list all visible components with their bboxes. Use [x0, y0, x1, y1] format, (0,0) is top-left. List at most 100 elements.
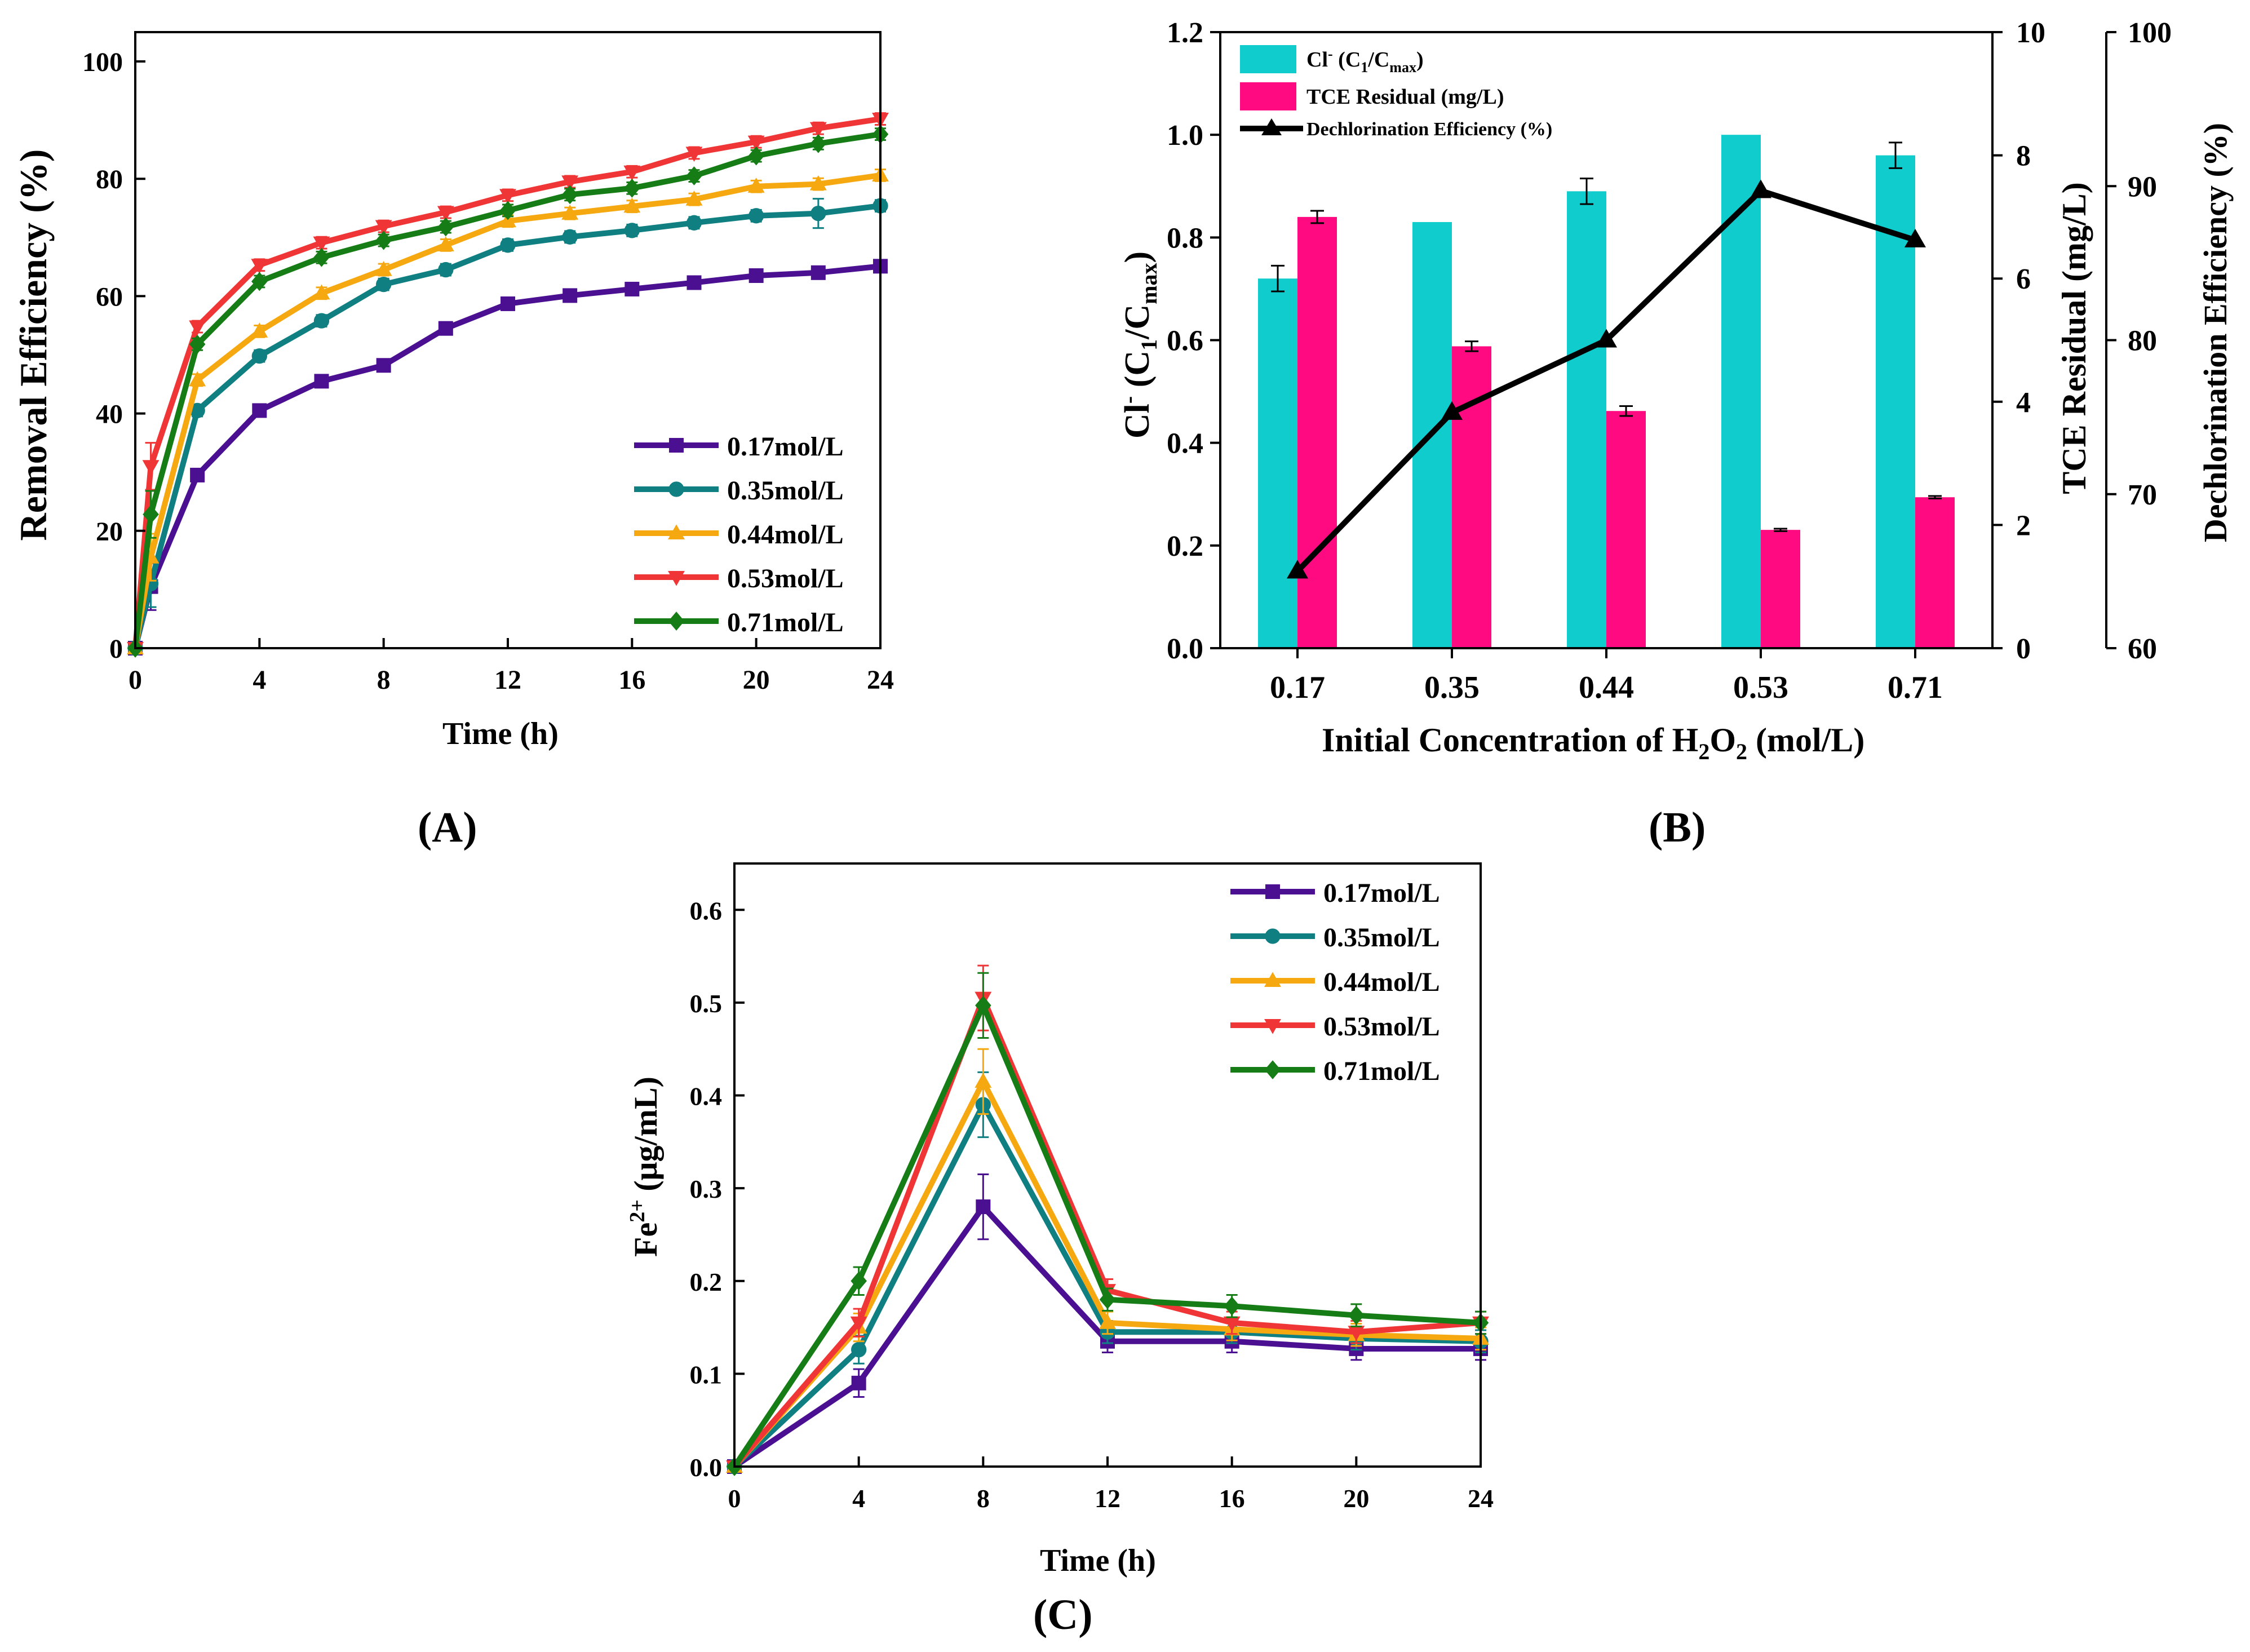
- data-point: [747, 178, 765, 193]
- data-point: [850, 1316, 867, 1332]
- data-point: [314, 374, 329, 389]
- data-point: [1348, 1305, 1365, 1325]
- panel-c-axes: 0 4 8 12 16 20 24 0.0 0.1 0.2 0.3 0.4 0.5 0.6: [690, 896, 1494, 1513]
- panel-a-label: (A): [418, 804, 477, 851]
- legend-label-dechlorination: Dechlorination Efficiency (%): [1306, 119, 1552, 140]
- bar-tce: [1297, 216, 1337, 648]
- legend-label: 0.71mol/L: [1323, 1056, 1440, 1086]
- legend-marker: [668, 481, 684, 497]
- legend-label: 0.17mol/L: [727, 432, 844, 462]
- panel-b-right2-y-label: Dechlorination Efficiency (%): [2197, 123, 2234, 542]
- right2-y-tick-label: 80: [2128, 325, 2157, 357]
- data-point: [624, 178, 640, 198]
- data-point: [686, 166, 702, 185]
- panel-a-y-label: Removal Efficiency (%): [12, 149, 55, 541]
- x-tick-label: 0.53: [1733, 670, 1788, 705]
- x-tick-label: 20: [743, 665, 770, 695]
- data-point: [809, 122, 827, 138]
- data-point: [623, 197, 641, 213]
- data-point: [190, 467, 205, 482]
- data-point: [1224, 1296, 1240, 1316]
- data-point: [562, 288, 578, 303]
- data-point: [561, 175, 579, 191]
- left-y-tick-label: 1.2: [1167, 17, 1203, 49]
- bar-cl: [1258, 278, 1297, 648]
- data-point: [624, 281, 640, 296]
- data-point: [438, 262, 454, 278]
- panel-c-x-label: Time (h): [1040, 1543, 1156, 1578]
- data-point: [313, 247, 330, 267]
- legend-label: 0.44mol/L: [727, 520, 844, 550]
- data-point: [810, 206, 826, 222]
- legend-label: 0.17mol/L: [1323, 878, 1440, 908]
- legend-marker: [669, 438, 684, 453]
- left-y-tick-label: 1.0: [1167, 119, 1203, 152]
- data-point: [851, 1271, 867, 1291]
- data-point: [500, 237, 516, 253]
- panel-b-axes: 0.17 0.35 0.44 0.53 0.71 0.0 0.2 0.4 0.6 0.8 1.0 1.…: [1167, 17, 2172, 705]
- right1-y-tick-label: 2: [2016, 510, 2031, 542]
- panel-b-legend: Cl- (C1/Cmax) TCE Residual (mg/L) Dechlo…: [1240, 45, 1552, 140]
- legend-marker: [1264, 972, 1281, 987]
- dechlorination-point: [1904, 228, 1926, 247]
- left-y-tick-label: 0.4: [1167, 428, 1203, 460]
- panel-b-plot: [1258, 135, 1955, 649]
- data-point: [976, 1199, 991, 1215]
- data-point: [686, 275, 702, 290]
- data-point: [251, 272, 268, 291]
- data-point: [747, 135, 765, 151]
- legend-marker-dechlorination: [1261, 118, 1282, 135]
- data-point: [810, 265, 826, 280]
- x-tick-label: 12: [1095, 1484, 1120, 1513]
- x-tick-label: 16: [1219, 1484, 1245, 1513]
- x-tick-label: 0.35: [1424, 670, 1480, 705]
- left-y-tick-label: 0.2: [1167, 530, 1203, 563]
- data-point: [501, 296, 515, 311]
- legend-label: 0.35mol/L: [727, 476, 844, 506]
- x-tick-label: 0: [728, 1484, 741, 1513]
- data-point: [313, 313, 330, 329]
- y-tick-label: 100: [82, 47, 123, 77]
- legend-label-tce: TCE Residual (mg/L): [1306, 85, 1504, 109]
- panel-b-x-label: Initial Concentration of H2O2 (mol/L): [1322, 721, 1864, 764]
- y-tick-label: 20: [96, 517, 123, 547]
- legend-marker: [1264, 1060, 1281, 1079]
- data-point: [685, 147, 703, 162]
- x-tick-label: 0: [129, 665, 142, 695]
- legend-label: 0.53mol/L: [1323, 1012, 1440, 1042]
- right1-y-tick-label: 4: [2016, 387, 2031, 419]
- data-point: [437, 206, 454, 222]
- data-point: [189, 320, 206, 336]
- x-tick-label: 12: [494, 665, 521, 695]
- y-tick-label: 0.5: [690, 989, 723, 1018]
- panel-a: 0 4 8 12 16 20 24 0 20 40 60 80 100 Time (h) Removal…: [12, 31, 894, 851]
- data-point: [685, 191, 703, 206]
- data-point: [375, 260, 392, 276]
- right1-y-tick-label: 0: [2016, 633, 2031, 665]
- y-tick-label: 0.6: [690, 896, 723, 925]
- data-point: [438, 321, 453, 336]
- data-point: [748, 208, 764, 224]
- data-point: [562, 229, 578, 245]
- panel-c-plot: [726, 964, 1489, 1476]
- panel-c-label: (C): [1033, 1591, 1093, 1638]
- dechlorination-point: [1441, 401, 1463, 420]
- data-point: [251, 322, 268, 338]
- x-tick-label: 24: [867, 665, 894, 695]
- data-point: [252, 403, 267, 418]
- y-tick-label: 0.0: [690, 1453, 723, 1482]
- data-point: [975, 995, 991, 1015]
- panel-c-y-label: Fe2+ (μg/mL): [626, 1077, 664, 1257]
- right2-y-tick-label: 90: [2128, 171, 2157, 203]
- data-point: [1099, 1290, 1116, 1309]
- bar-cl: [1567, 191, 1606, 648]
- y-tick-label: 80: [96, 165, 123, 194]
- series-line: [133, 263, 881, 649]
- panel-b-label: (B): [1649, 804, 1706, 851]
- bar-tce: [1915, 497, 1955, 648]
- data-point: [1348, 1326, 1365, 1341]
- legend-marker: [1265, 884, 1280, 899]
- data-point: [251, 348, 267, 364]
- legend-label: 0.35mol/L: [1323, 923, 1440, 953]
